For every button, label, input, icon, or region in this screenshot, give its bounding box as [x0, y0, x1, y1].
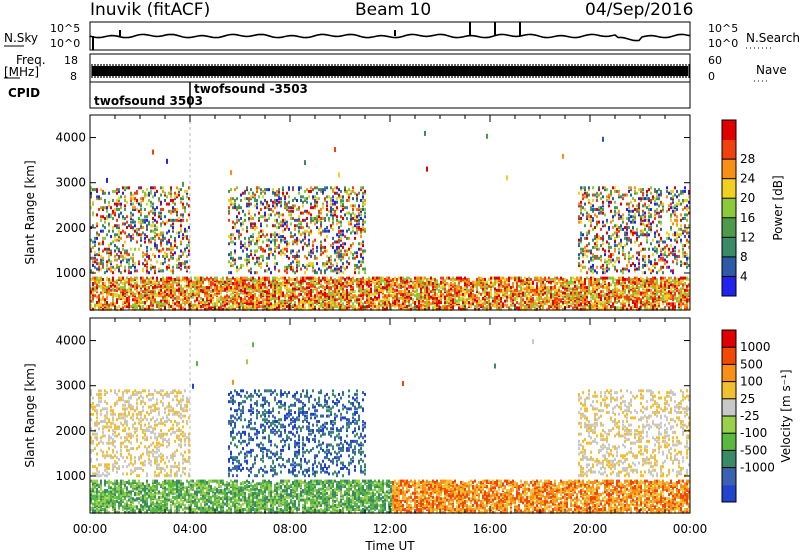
freq-label: Freq.: [16, 53, 46, 67]
colorbar-cell-velocity: [722, 398, 736, 417]
colorbar-label-power: Power [dB]: [771, 175, 785, 240]
colorbar-cell-power: [722, 120, 736, 141]
colorbar-cell-power: [722, 159, 736, 180]
colorbar-cell-velocity: [722, 347, 736, 365]
colorbar-tick-label-velocity: -500: [740, 443, 767, 457]
nave-tick-low: 0: [708, 70, 715, 83]
colorbar-tick-label-velocity: 500: [740, 357, 763, 371]
colorbar-tick-label-velocity: -1000: [740, 461, 775, 475]
colorbar-cell-power: [722, 217, 736, 238]
nsky-tick-low: 10^0: [50, 37, 81, 50]
velocity-scatter-cells: [90, 339, 690, 514]
colorbar-cell-velocity: [722, 330, 736, 348]
nsky-label: N.Sky: [4, 31, 39, 45]
colorbar-tick-label-velocity: 100: [740, 375, 763, 389]
y-tick-label-power: 3000: [55, 176, 86, 190]
cpid-entry-2: twofsound -3503: [194, 82, 308, 96]
cpid-entry-1: twofsound 3503: [94, 94, 203, 108]
power-scatter-cells: [90, 130, 690, 311]
colorbar-tick-label-velocity: 1000: [740, 340, 771, 354]
x-tick-label: 12:00: [373, 522, 408, 536]
y-tick-label-power: 2000: [55, 221, 86, 235]
y-tick-label-velocity: 4000: [55, 334, 86, 348]
colorbar-tick-label-power: 16: [740, 211, 755, 225]
station-title: Inuvik (fitACF): [90, 0, 211, 20]
x-tick-label: 16:00: [473, 522, 508, 536]
colorbar-cell-velocity: [722, 381, 736, 400]
colorbar-tick-label-power: 12: [740, 230, 755, 244]
colorbar-tick-label-velocity: -25: [740, 409, 760, 423]
nave-label: Nave: [756, 63, 787, 77]
x-tick-label: 00:00: [73, 522, 108, 536]
nsearch-tick-low: 10^0: [708, 37, 739, 50]
cpid-panel-frame: [89, 81, 691, 109]
x-tick-label: 04:00: [173, 522, 208, 536]
colorbar-cell-velocity: [722, 467, 736, 486]
y-tick-label-velocity: 1000: [55, 469, 86, 483]
y-axis-label-velocity: Slant Range [km]: [23, 363, 37, 467]
colorbar-frame-power: [721, 119, 737, 297]
freq-tick-high: 18: [64, 54, 78, 67]
colorbar-tick-label-power: 24: [740, 172, 755, 186]
colorbar-tick-label-velocity: -100: [740, 426, 767, 440]
x-tick-label: 08:00: [273, 522, 308, 536]
colorbar-cell-power: [722, 139, 736, 160]
colorbar-cell-power: [722, 178, 736, 199]
y-axis-label-power: Slant Range [km]: [23, 160, 37, 264]
y-tick-label-power: 4000: [55, 131, 86, 145]
colorbar-tick-label-power: 20: [740, 191, 755, 205]
colorbar-cell-power: [722, 198, 736, 219]
nsearch-label: N.Search: [746, 31, 800, 45]
colorbar-cell-velocity: [722, 484, 736, 503]
colorbar-tick-label-power: 28: [740, 152, 755, 166]
y-tick-label-power: 1000: [55, 266, 86, 280]
freq-nave-band: [92, 66, 688, 76]
x-tick-label: 00:00: [673, 522, 708, 536]
x-axis-label: Time UT: [364, 539, 415, 553]
nsky-tick-high: 10^5: [50, 22, 81, 35]
nave-tick-high: 60: [708, 54, 722, 67]
colorbar-tick-label-power: 4: [740, 269, 748, 283]
colorbar-label-velocity: Velocity [m s⁻¹]: [779, 369, 793, 462]
nsearch-tick-high: 10^5: [708, 22, 739, 35]
nsky-line: [89, 33, 691, 42]
colorbar-cell-velocity: [722, 416, 736, 434]
colorbar-cell-velocity: [722, 433, 736, 451]
beam-title: Beam 10: [355, 0, 432, 20]
freq-tick-low: 8: [70, 70, 77, 83]
freq-unit-label: [MHz]: [4, 65, 40, 79]
y-tick-label-velocity: 2000: [55, 424, 86, 438]
colorbar-cell-power: [722, 237, 736, 258]
colorbar-cell-velocity: [722, 364, 736, 383]
date-title: 04/Sep/2016: [585, 0, 694, 20]
cpid-label: CPID: [8, 86, 41, 100]
colorbar-cell-power: [722, 276, 736, 297]
colorbar-tick-label-power: 8: [740, 250, 748, 264]
colorbar-cell-velocity: [722, 450, 736, 469]
colorbar-tick-label-velocity: 25: [740, 392, 755, 406]
x-tick-label: 20:00: [573, 522, 608, 536]
y-tick-label-velocity: 3000: [55, 379, 86, 393]
colorbar-cell-power: [722, 256, 736, 277]
